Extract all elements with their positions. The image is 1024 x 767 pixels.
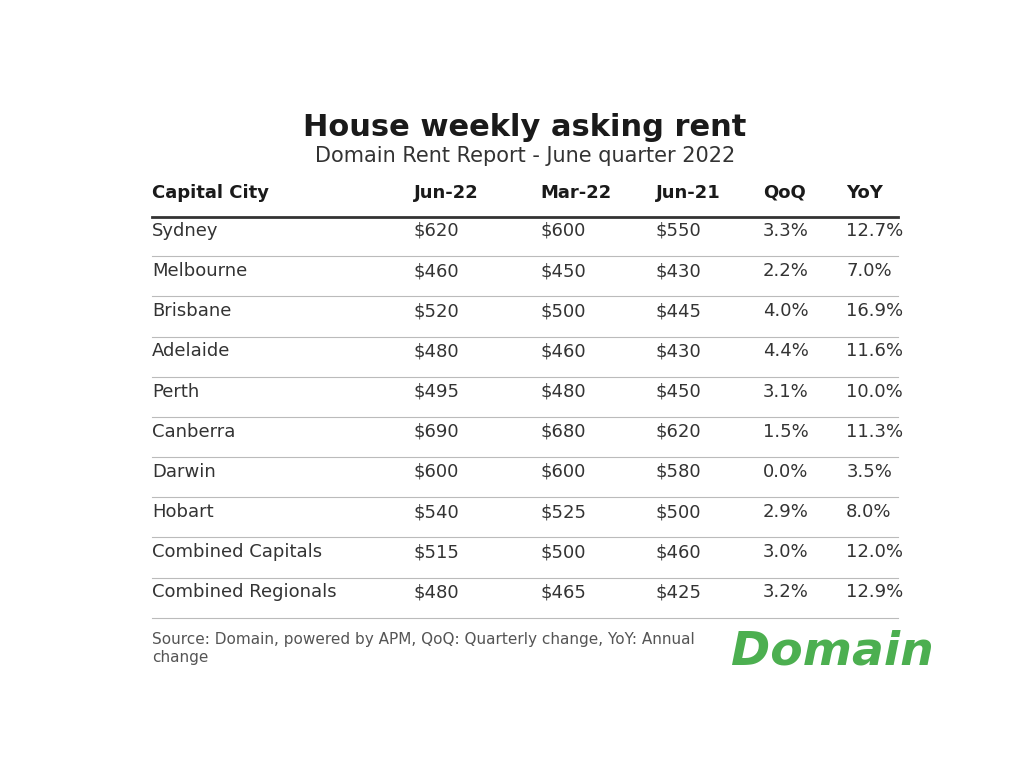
Text: $600: $600: [541, 463, 586, 481]
Text: $620: $620: [414, 222, 460, 240]
Text: $540: $540: [414, 503, 460, 521]
Text: Domain Rent Report - June quarter 2022: Domain Rent Report - June quarter 2022: [314, 146, 735, 166]
Text: $550: $550: [655, 222, 701, 240]
Text: Mar-22: Mar-22: [541, 183, 612, 202]
Text: 11.6%: 11.6%: [846, 342, 903, 360]
Text: 12.0%: 12.0%: [846, 543, 903, 561]
Text: 2.2%: 2.2%: [763, 262, 809, 280]
Text: Domain: Domain: [731, 630, 934, 674]
Text: Combined Capitals: Combined Capitals: [152, 543, 322, 561]
Text: YoY: YoY: [846, 183, 883, 202]
Text: Darwin: Darwin: [152, 463, 216, 481]
Text: $525: $525: [541, 503, 587, 521]
Text: $500: $500: [541, 302, 586, 321]
Text: 1.5%: 1.5%: [763, 423, 809, 441]
Text: 2.9%: 2.9%: [763, 503, 809, 521]
Text: Jun-21: Jun-21: [655, 183, 721, 202]
Text: QoQ: QoQ: [763, 183, 806, 202]
Text: $690: $690: [414, 423, 460, 441]
Text: 3.3%: 3.3%: [763, 222, 809, 240]
Text: 7.0%: 7.0%: [846, 262, 892, 280]
Text: 10.0%: 10.0%: [846, 383, 903, 400]
Text: $460: $460: [414, 262, 460, 280]
Text: Combined Regionals: Combined Regionals: [152, 584, 337, 601]
Text: 0.0%: 0.0%: [763, 463, 808, 481]
Text: $450: $450: [541, 262, 587, 280]
Text: $520: $520: [414, 302, 460, 321]
Text: $620: $620: [655, 423, 701, 441]
Text: $480: $480: [414, 342, 460, 360]
Text: $425: $425: [655, 584, 701, 601]
Text: Adelaide: Adelaide: [152, 342, 230, 360]
Text: 4.0%: 4.0%: [763, 302, 809, 321]
Text: 12.9%: 12.9%: [846, 584, 903, 601]
Text: $480: $480: [414, 584, 460, 601]
Text: Melbourne: Melbourne: [152, 262, 247, 280]
Text: Sydney: Sydney: [152, 222, 218, 240]
Text: $480: $480: [541, 383, 587, 400]
Text: 3.1%: 3.1%: [763, 383, 809, 400]
Text: $500: $500: [655, 503, 701, 521]
Text: $500: $500: [541, 543, 586, 561]
Text: $680: $680: [541, 423, 586, 441]
Text: Source: Domain, powered by APM, QoQ: Quarterly change, YoY: Annual
change: Source: Domain, powered by APM, QoQ: Qua…: [152, 633, 694, 665]
Text: Capital City: Capital City: [152, 183, 269, 202]
Text: 16.9%: 16.9%: [846, 302, 903, 321]
Text: Brisbane: Brisbane: [152, 302, 231, 321]
Text: $600: $600: [541, 222, 586, 240]
Text: 11.3%: 11.3%: [846, 423, 903, 441]
Text: $460: $460: [541, 342, 587, 360]
Text: House weekly asking rent: House weekly asking rent: [303, 113, 746, 142]
Text: $600: $600: [414, 463, 459, 481]
Text: $580: $580: [655, 463, 701, 481]
Text: Jun-22: Jun-22: [414, 183, 478, 202]
Text: 4.4%: 4.4%: [763, 342, 809, 360]
Text: Hobart: Hobart: [152, 503, 213, 521]
Text: $430: $430: [655, 342, 701, 360]
Text: 12.7%: 12.7%: [846, 222, 903, 240]
Text: Canberra: Canberra: [152, 423, 236, 441]
Text: 8.0%: 8.0%: [846, 503, 892, 521]
Text: $445: $445: [655, 302, 701, 321]
Text: $450: $450: [655, 383, 701, 400]
Text: 3.0%: 3.0%: [763, 543, 809, 561]
Text: $430: $430: [655, 262, 701, 280]
Text: 3.2%: 3.2%: [763, 584, 809, 601]
Text: Perth: Perth: [152, 383, 199, 400]
Text: $465: $465: [541, 584, 587, 601]
Text: $495: $495: [414, 383, 460, 400]
Text: $515: $515: [414, 543, 460, 561]
Text: 3.5%: 3.5%: [846, 463, 892, 481]
Text: $460: $460: [655, 543, 701, 561]
